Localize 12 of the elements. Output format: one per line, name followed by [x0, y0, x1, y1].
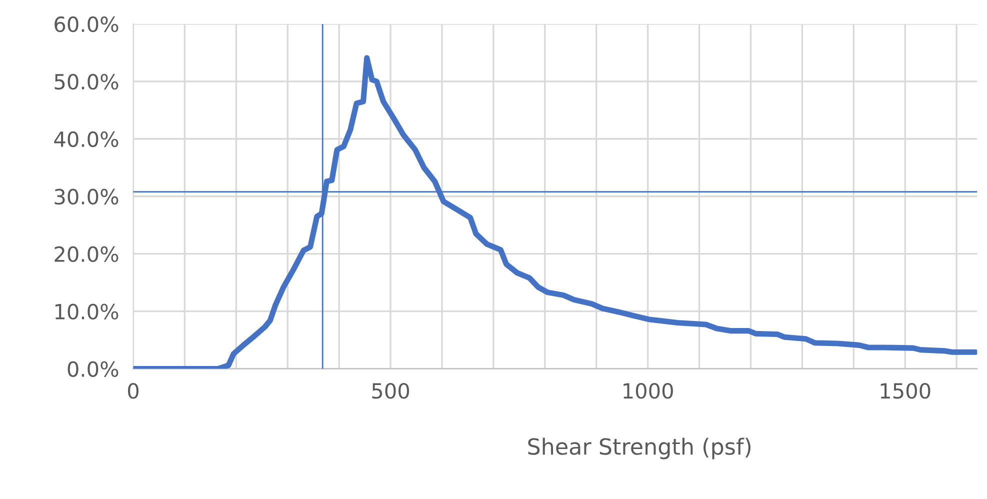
y-tick-label: 60.0% — [54, 16, 118, 32]
y-tick-label: 50.0% — [54, 74, 118, 90]
y-tick-label: 20.0% — [54, 246, 118, 262]
y-tick-label: 0.0% — [68, 361, 118, 377]
x-tick-label: 1000 — [624, 383, 673, 399]
y-tick-label: 30.0% — [54, 188, 118, 205]
y-tick-label: 10.0% — [55, 304, 118, 320]
x-tick-label: 500 — [372, 383, 410, 399]
y-tick-label: 40.0% — [54, 131, 118, 148]
x-axis-title: Shear Strength (psf) — [528, 438, 751, 460]
x-tick-label: 0 — [128, 383, 138, 399]
x-tick-label: 1500 — [880, 383, 930, 399]
